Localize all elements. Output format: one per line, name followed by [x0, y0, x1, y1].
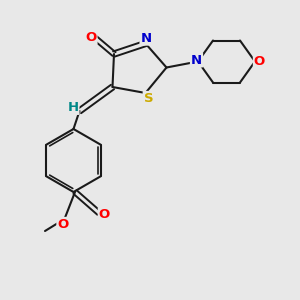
Text: H: H	[67, 101, 79, 114]
Text: S: S	[144, 92, 153, 105]
Text: O: O	[57, 218, 69, 231]
Text: O: O	[99, 208, 110, 221]
Text: N: N	[140, 32, 152, 45]
Text: N: N	[191, 53, 202, 67]
Text: O: O	[254, 55, 265, 68]
Text: O: O	[85, 31, 97, 44]
